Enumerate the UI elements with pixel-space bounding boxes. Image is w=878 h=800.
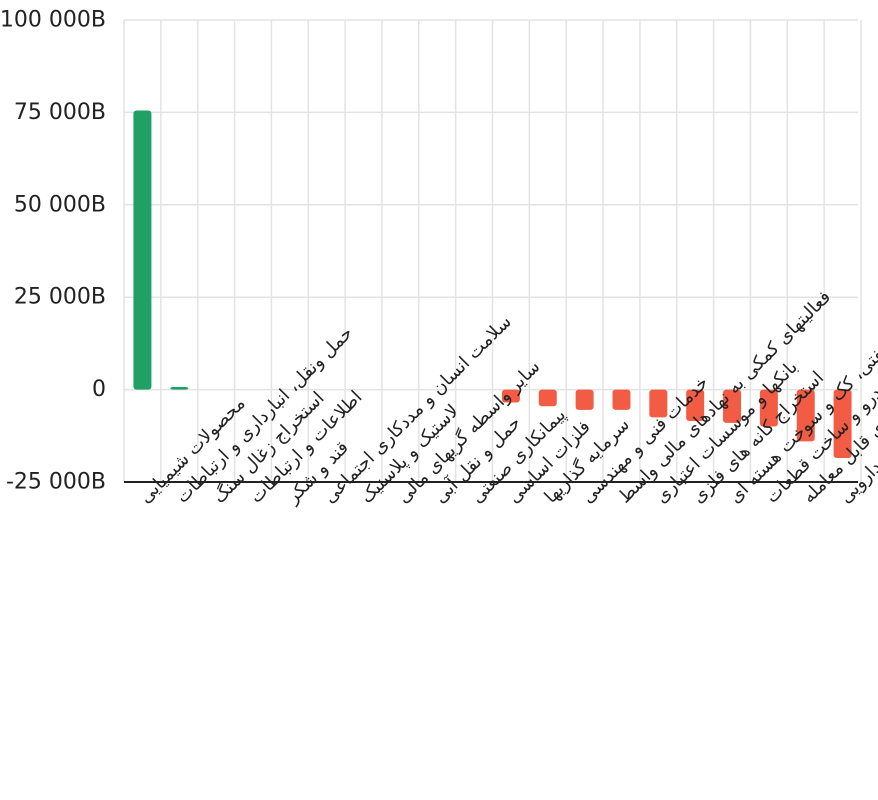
- bar: [723, 389, 742, 423]
- bar: [686, 389, 705, 422]
- bar: [538, 389, 557, 407]
- y-tick-label: 75 000B: [14, 100, 106, 125]
- bar: [133, 110, 152, 390]
- bar: [796, 389, 815, 442]
- y-tick-label: -25 000B: [6, 470, 106, 495]
- bar: [649, 389, 668, 418]
- bar: [501, 389, 520, 403]
- y-tick-label: 25 000B: [14, 285, 106, 310]
- bars: [133, 110, 852, 458]
- y-tick-label: 0: [92, 377, 106, 402]
- y-tick-label: 100 000B: [0, 8, 106, 33]
- bar: [759, 389, 778, 427]
- bar: [575, 389, 594, 410]
- bar: [612, 389, 631, 410]
- y-axis-ticks: -25 000B 0 25 000B 50 000B 75 000B 100 000B: [0, 8, 106, 495]
- y-tick-label: 50 000B: [14, 192, 106, 217]
- bar: [833, 389, 852, 458]
- grid-lines: [123, 19, 862, 482]
- bar: [170, 387, 189, 390]
